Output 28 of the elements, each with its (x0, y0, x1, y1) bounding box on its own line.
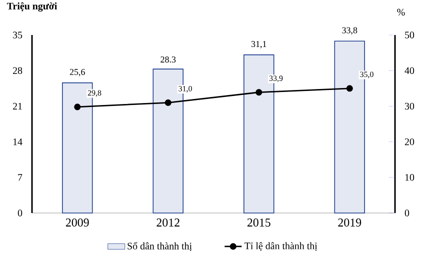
data-label: 31,1 (251, 41, 266, 48)
x-tick-label: 2015 (247, 218, 270, 227)
point (164, 99, 172, 106)
data-label: 33,8 (342, 27, 358, 35)
data-label: 28.3 (160, 56, 176, 63)
y-tick-label: 0 (18, 210, 22, 216)
y2-tick-label: 0 (404, 210, 410, 216)
y2-axis-title: % (397, 8, 405, 16)
y-tick-label: 7 (18, 174, 22, 181)
data-label: 25,6 (70, 68, 85, 76)
y2-tick-label: 30 (404, 102, 414, 110)
y-tick-label: 35 (13, 32, 22, 38)
y-tick-label: 21 (12, 102, 22, 110)
y-axis-title: Triệu người (6, 2, 58, 12)
y-tick-label: 14 (13, 138, 22, 146)
y2-tick-label: 20 (404, 138, 414, 146)
point (346, 85, 353, 92)
y2-tick-label: 40 (404, 67, 414, 74)
point (256, 89, 262, 96)
legend-label: Tỉ lệ dân thành thị (244, 242, 318, 251)
x-tick-label: 2012 (156, 218, 180, 227)
y2-tick-label: 10 (405, 174, 414, 181)
y-tick-label: 28 (12, 67, 22, 74)
x-tick-label: 2009 (66, 218, 89, 227)
y2-tick-label: 50 (405, 32, 414, 38)
point (74, 104, 81, 110)
x-tick-label: 2019 (338, 218, 362, 227)
legend-label: Số dân thành thị (128, 242, 192, 251)
